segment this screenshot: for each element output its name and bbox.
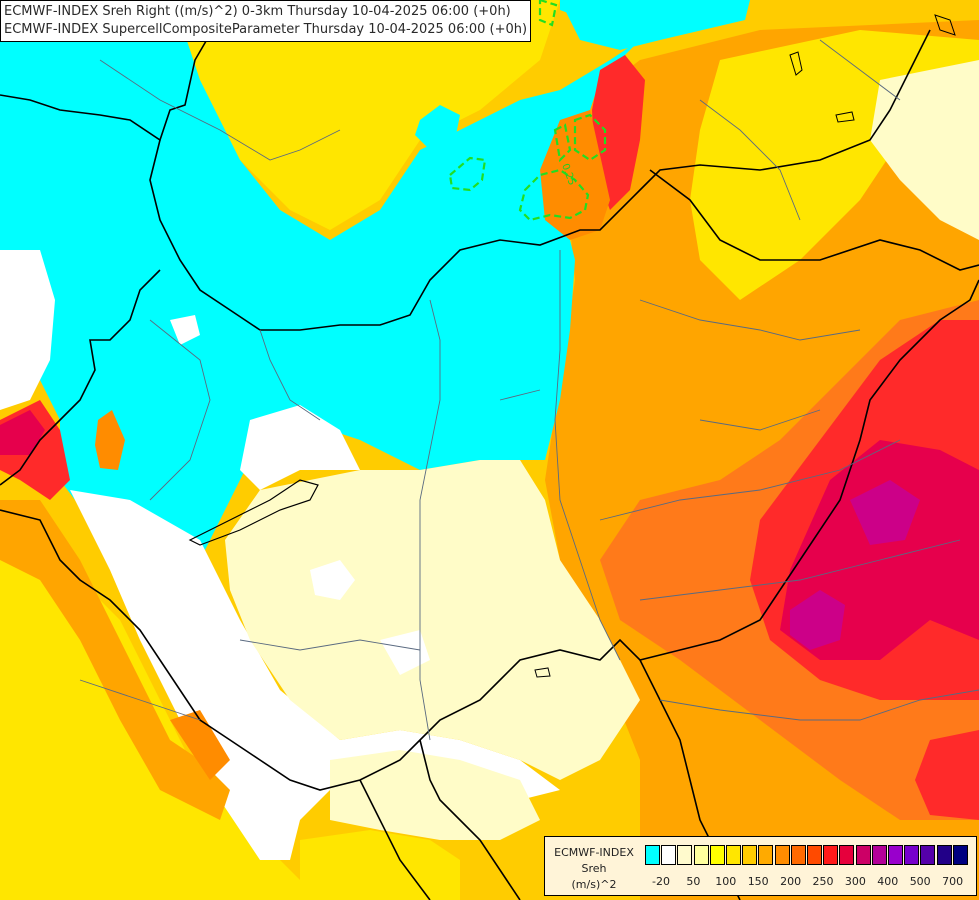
title-line-2: ECMWF-INDEX SupercellCompositeParameter … (4, 22, 528, 37)
field-pale-ne (870, 60, 979, 240)
field-white-west (0, 250, 55, 410)
scp-contours (448, 0, 607, 222)
field-pale-central (225, 460, 640, 780)
field-magenta-core (790, 590, 845, 650)
legend-swatch (839, 845, 855, 865)
legend-swatch (888, 845, 903, 865)
field-white-central (240, 405, 360, 490)
legend-swatch (807, 845, 822, 865)
legend-swatch (758, 845, 774, 865)
field-yellow-north (180, 0, 560, 230)
legend-swatch (661, 845, 677, 865)
legend-tick-label: 300 (844, 875, 866, 888)
map-title-box: ECMWF-INDEX Sreh Right ((m/s)^2) 0-3km T… (0, 0, 532, 42)
legend-tick-label: 700 (942, 875, 964, 888)
legend-tick-label: 200 (780, 875, 802, 888)
legend-swatch (936, 845, 952, 865)
field-yellow-south (300, 830, 460, 900)
field-crimson-west (0, 410, 45, 455)
legend-swatch (855, 845, 871, 865)
title-line-1: ECMWF-INDEX Sreh Right ((m/s)^2) 0-3km T… (4, 4, 511, 19)
legend-variable: Sreh (581, 862, 607, 875)
legend-swatch (790, 845, 806, 865)
legend-tick-label: 500 (909, 875, 931, 888)
legend-tick-label: 250 (812, 875, 834, 888)
legend-swatch (709, 845, 725, 865)
legend-swatch (904, 845, 920, 865)
legend-swatch (742, 845, 758, 865)
field-cyan-lake-north (415, 105, 460, 150)
legend-swatch (774, 845, 790, 865)
legend-swatch (693, 845, 709, 865)
legend-tick-label: -20 (652, 875, 670, 888)
field-white-island-2 (380, 630, 430, 675)
lake-ne-3 (934, 14, 956, 36)
lake-outline (188, 479, 319, 546)
field-white-island-3 (170, 315, 200, 345)
field-cyan-ne-strip (560, 0, 750, 50)
field-red-ne (592, 55, 645, 210)
legend-swatch (920, 845, 936, 865)
legend-swatch (726, 845, 741, 865)
legend-tick-label: 100 (715, 875, 737, 888)
rivers (79, 39, 979, 741)
lake-ne-1 (789, 51, 803, 76)
legend-tick-label: 150 (747, 875, 769, 888)
legend-swatch (645, 845, 660, 865)
field-magenta-core-2 (850, 480, 920, 545)
field-orange-sw (0, 500, 230, 820)
field-orange-blob-west (95, 410, 125, 470)
legend-swatch (823, 845, 839, 865)
legend-swatch (952, 845, 968, 865)
legend-swatch (871, 845, 887, 865)
lake-south-small (534, 667, 551, 678)
field-red-se-bottom (915, 730, 979, 820)
field-white-island-1 (310, 560, 355, 600)
legend-unit: (m/s)^2 (571, 878, 617, 891)
legend-tick-label: 50 (686, 875, 701, 888)
field-pale-south (330, 750, 540, 840)
legend-tick-label: 400 (877, 875, 899, 888)
field-dark-orange-sw (170, 710, 230, 780)
color-legend: ECMWF-INDEX Sreh (m/s)^2 -20 50 100 150 200 2… (544, 836, 977, 896)
legend-swatch (677, 845, 693, 865)
legend-name: ECMWF-INDEX (554, 846, 634, 859)
lake-ne-2 (835, 111, 855, 123)
